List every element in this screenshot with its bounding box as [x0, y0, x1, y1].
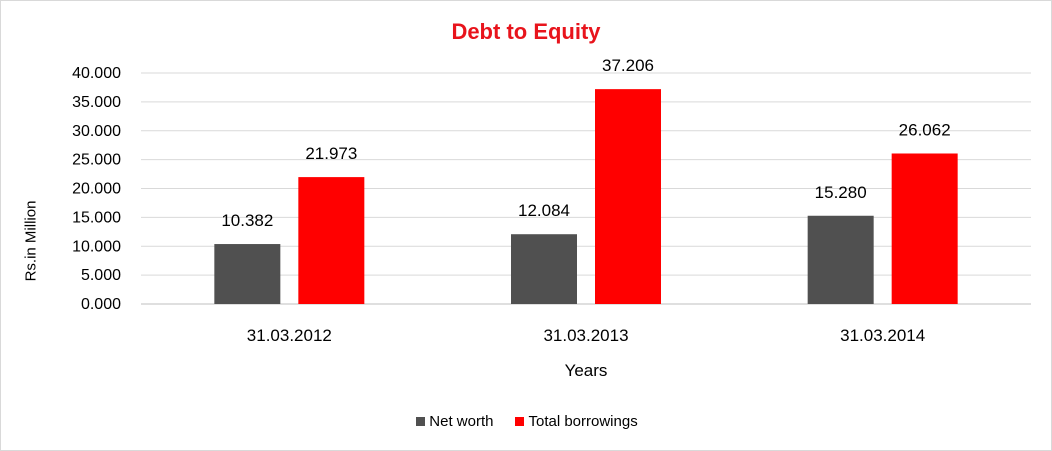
bar-net-worth: [511, 234, 577, 304]
legend-label-net-worth: Net worth: [429, 413, 494, 430]
data-label: 12.084: [518, 201, 570, 220]
data-label: 10.382: [221, 211, 273, 230]
bar-total-borrowings: [891, 153, 958, 304]
x-tick-label: 31.03.2013: [543, 326, 628, 345]
bar-total-borrowings: [298, 177, 365, 304]
x-tick-label: 31.03.2012: [247, 326, 332, 345]
data-label: 37.206: [602, 56, 654, 75]
legend: Net worth Total borrowings: [1, 413, 1052, 430]
x-axis-label: Years: [564, 361, 608, 380]
legend-item-total-borrowings: Total borrowings: [515, 413, 638, 430]
legend-label-total-borrowings: Total borrowings: [528, 413, 638, 430]
bar-net-worth: [807, 215, 874, 304]
legend-swatch-net-worth: [416, 417, 426, 426]
y-tick-label: 40.000: [72, 65, 121, 82]
y-tick-label: 5.000: [81, 267, 121, 284]
y-tick-label: 15.000: [72, 209, 121, 226]
y-tick-label: 10.000: [72, 238, 121, 255]
legend-swatch-total-borrowings: [515, 417, 525, 426]
y-axis-label: Rs.in Million: [22, 200, 40, 282]
bar-net-worth: [214, 244, 281, 304]
bar-total-borrowings: [595, 89, 661, 305]
y-tick-label: 20.000: [72, 181, 121, 198]
y-tick-label: 0.000: [81, 296, 121, 313]
data-label: 21.973: [305, 144, 357, 163]
legend-item-net-worth: Net worth: [416, 413, 493, 430]
x-tick-label: 31.03.2014: [840, 326, 925, 345]
y-tick-label: 25.000: [72, 152, 121, 169]
data-label: 26.062: [899, 120, 951, 139]
y-tick-label: 35.000: [72, 94, 121, 111]
chart-title: Debt to Equity: [451, 19, 601, 44]
data-label: 15.280: [815, 183, 867, 202]
y-tick-label: 30.000: [72, 123, 121, 140]
